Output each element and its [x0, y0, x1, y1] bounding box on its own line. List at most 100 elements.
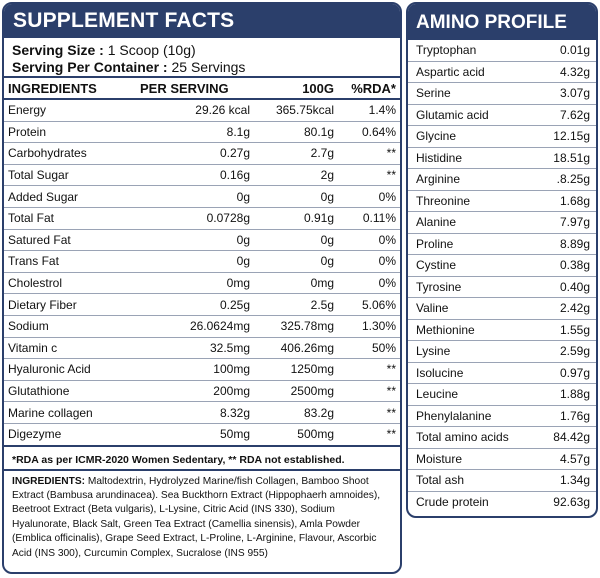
amino-profile-panel: AMINO PROFILE Tryptophan 0.01g Aspartic ac… [406, 2, 598, 518]
amino-name: Tryptophan [408, 40, 526, 62]
amino-value: 0.40g [526, 276, 596, 298]
amino-name: Methionine [408, 319, 526, 341]
ingredients-text: INGREDIENTS: Maltodextrin, Hydrolyzed Ma… [4, 471, 400, 561]
per-serving-value: 0mg [136, 272, 254, 295]
amino-value: .8.25g [526, 168, 596, 191]
amino-value: 2.59g [526, 340, 596, 363]
rda-value: ** [386, 427, 396, 442]
table-row: Sodium 26.0624mg 325.78mg 1.30% [4, 315, 400, 338]
serving-info: Serving Size : 1 Scoop (10g) Serving Per… [4, 38, 400, 78]
amino-name: Crude protein [416, 494, 489, 509]
table-row: Total Fat 0.0728g 0.91g 0.11% [4, 207, 400, 230]
amino-value: 0.97g [526, 362, 596, 384]
table-row: Energy 29.26 kcal 365.75kcal 1.4% [4, 99, 400, 122]
rda-value: 5.06% [338, 293, 400, 316]
per-100g-value: 406.26mg [254, 337, 338, 360]
list-item: Moisture 4.57g [408, 448, 596, 470]
list-item: Phenylalanine 1.76g [408, 405, 596, 427]
per-serving-value: 200mg [136, 380, 254, 403]
amino-name: Serine [408, 82, 526, 105]
list-item: Tyrosine 0.40g [408, 276, 596, 298]
list-item: Serine 3.07g [408, 82, 596, 105]
list-item: Aspartic acid 4.32g [408, 61, 596, 83]
nutrition-header-row: INGREDIENTS PER SERVING 100G %RDA* [4, 78, 400, 100]
amino-value: 2.42g [526, 297, 596, 320]
list-item: Threonine 1.68g [408, 190, 596, 212]
rda-value: 50% [338, 337, 400, 360]
nutrition-table: INGREDIENTS PER SERVING 100G %RDA* Energ… [4, 78, 400, 445]
per-serving-value: 8.32g [136, 401, 254, 424]
list-item: Tryptophan 0.01g [408, 40, 596, 62]
per-100g-value: 2.7g [254, 142, 338, 165]
rda-value: 0% [338, 272, 400, 295]
servings-value: 25 Servings [171, 59, 246, 75]
ingredient-name: Protein [4, 121, 136, 144]
rda-value: ** [338, 380, 400, 403]
per-100g-value: 83.2g [254, 401, 338, 424]
ingredient-name: Added Sugar [4, 185, 136, 208]
per-serving-value: 32.5mg [136, 337, 254, 360]
amino-name: Glycine [408, 125, 526, 148]
amino-name: Threonine [408, 190, 526, 212]
per-100g-value: 325.78mg [254, 315, 338, 338]
amino-rows: Tryptophan 0.01g Aspartic acid 4.32g Serine 3… [408, 40, 596, 512]
table-row: Protein 8.1g 80.1g 0.64% [4, 121, 400, 144]
per-serving-value: 0g [136, 185, 254, 208]
per-100g-value: 2.5g [254, 293, 338, 316]
list-item: Histidine 18.51g [408, 147, 596, 169]
amino-name: Leucine [408, 383, 526, 406]
ingredient-name: Trans Fat [4, 250, 136, 273]
col-header-100g: 100G [254, 78, 338, 100]
list-item: Methionine 1.55g [408, 319, 596, 341]
servings-per-container-line: Serving Per Container : 25 Servings [12, 59, 392, 76]
amino-name: Total amino acids [408, 426, 526, 449]
per-serving-value: 29.26 kcal [136, 99, 254, 122]
per-100g-value: 500mg [297, 427, 334, 442]
amino-name: Moisture [408, 448, 526, 470]
table-row: Carbohydrates 0.27g 2.7g ** [4, 142, 400, 165]
amino-name: Total ash [408, 469, 526, 492]
amino-value: 1.55g [526, 319, 596, 341]
amino-value: 0.38g [526, 254, 596, 277]
rda-value: ** [338, 401, 400, 424]
table-row: Digezyme 50mg 500mg ** [4, 423, 400, 444]
table-row: Total Sugar 0.16g 2g ** [4, 164, 400, 187]
per-100g-value: 80.1g [254, 121, 338, 144]
table-row: Satured Fat 0g 0g 0% [4, 229, 400, 252]
list-item: Total amino acids 84.42g [408, 426, 596, 449]
per-serving-value: 100mg [136, 358, 254, 381]
amino-name: Alanine [408, 211, 526, 234]
rda-value: ** [338, 164, 400, 187]
table-row: Hyaluronic Acid 100mg 1250mg ** [4, 358, 400, 381]
table-row: Cholestrol 0mg 0mg 0% [4, 272, 400, 295]
amino-table: Tryptophan 0.01g Aspartic acid 4.32g Serine 3… [408, 40, 596, 512]
list-item: Glycine 12.15g [408, 125, 596, 148]
amino-value: 1.88g [526, 383, 596, 406]
nutrition-rows: Energy 29.26 kcal 365.75kcal 1.4% Protein 8.1… [4, 99, 400, 445]
per-serving-value: 0.16g [136, 164, 254, 187]
list-item: Leucine 1.88g [408, 383, 596, 406]
supplement-facts-panel: SUPPLEMENT FACTS Serving Size : 1 Scoop … [2, 2, 402, 574]
table-row: Marine collagen 8.32g 83.2g ** [4, 401, 400, 424]
list-item: Proline 8.89g [408, 233, 596, 255]
per-serving-value: 0g [136, 250, 254, 273]
amino-value: 7.97g [526, 211, 596, 234]
per-100g-value: 0mg [254, 272, 338, 295]
rda-value: 1.4% [338, 99, 400, 122]
amino-value: 18.51g [526, 147, 596, 169]
per-100g-value: 2g [254, 164, 338, 187]
supplement-facts-title: SUPPLEMENT FACTS [4, 4, 400, 38]
per-100g-value: 0g [254, 229, 338, 252]
table-row: Added Sugar 0g 0g 0% [4, 185, 400, 208]
rda-value: 0% [338, 185, 400, 208]
ingredient-name: Marine collagen [4, 401, 136, 424]
ingredient-name: Energy [4, 99, 136, 122]
per-serving-value: 8.1g [136, 121, 254, 144]
amino-value: 12.15g [526, 125, 596, 148]
col-header-per-serving: PER SERVING [136, 78, 254, 100]
amino-value: 7.62g [526, 104, 596, 126]
ingredient-name: Hyaluronic Acid [4, 358, 136, 381]
amino-value: 8.89g [526, 233, 596, 255]
amino-value: 4.57g [526, 448, 596, 470]
ingredient-name: Cholestrol [4, 272, 136, 295]
